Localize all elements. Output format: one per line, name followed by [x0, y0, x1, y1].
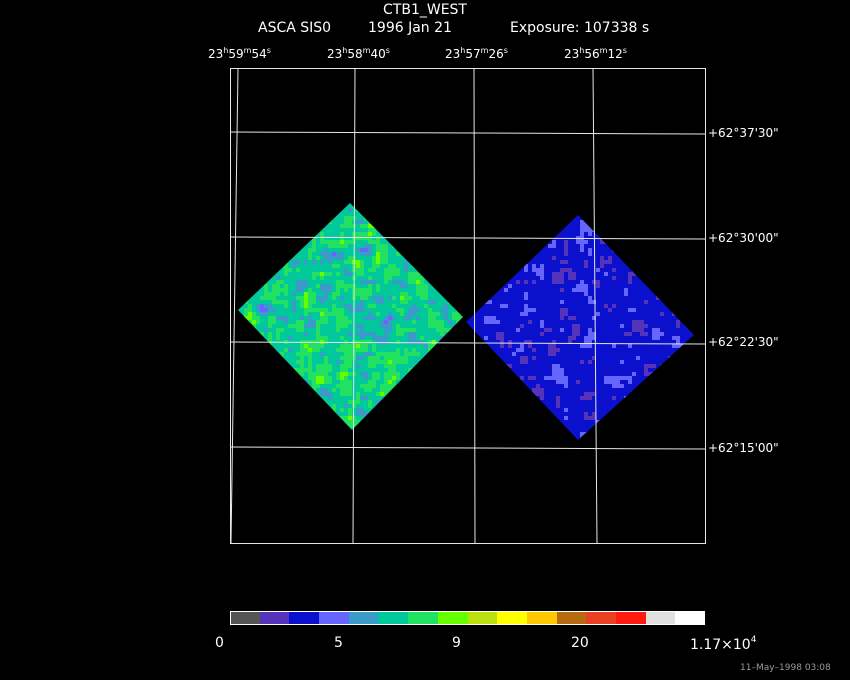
colorbar-swatch	[527, 611, 557, 625]
colorbar-swatch	[675, 611, 705, 625]
dec-grid-line	[230, 446, 706, 450]
ra-grid-line	[230, 68, 239, 544]
image-title: CTB1_WEST	[383, 2, 467, 18]
colorbar-swatch	[349, 611, 378, 625]
colorbar-swatch	[408, 611, 438, 625]
colorbar-swatch	[378, 611, 408, 625]
exposure-label: Exposure: 107338 s	[510, 20, 650, 36]
observation-date: 1996 Jan 21	[368, 20, 452, 36]
colorbar-swatch	[438, 611, 468, 625]
dec-grid-line	[230, 236, 706, 240]
colorbar-tick-label: 20	[571, 635, 589, 651]
colorbar-tick-label: 9	[452, 635, 461, 651]
colorbar-swatch	[557, 611, 586, 625]
colorbar-tick-label: 5	[334, 635, 343, 651]
ra-label: 23h57m26s	[445, 46, 508, 61]
colorbar-swatch	[260, 611, 289, 625]
ra-label: 23h56m12s	[564, 46, 627, 61]
colorbar	[230, 611, 705, 625]
ccd-chip-left	[238, 203, 463, 430]
dec-grid-line	[230, 341, 706, 345]
ra-grid-line	[473, 68, 476, 544]
ra-grid-line	[352, 68, 356, 544]
ra-label: 23h59m54s	[208, 46, 271, 61]
colorbar-swatch	[319, 611, 349, 625]
dec-label: +62°37'30"	[708, 126, 779, 140]
colorbar-swatch	[230, 611, 260, 625]
ra-label: 23h58m40s	[327, 46, 390, 61]
colorbar-swatch	[586, 611, 616, 625]
colorbar-frame	[230, 611, 705, 625]
colorbar-max-label: 1.17×104	[690, 635, 757, 653]
colorbar-swatch	[468, 611, 497, 625]
colorbar-swatch	[497, 611, 527, 625]
colorbar-swatch	[289, 611, 319, 625]
dec-grid-line	[230, 131, 706, 135]
dec-label: +62°22'30"	[708, 335, 779, 349]
colorbar-tick-label: 0	[215, 635, 224, 651]
dec-label: +62°15'00"	[708, 441, 779, 455]
colorbar-swatch	[646, 611, 675, 625]
plot-frame	[230, 68, 706, 544]
colorbar-swatch	[616, 611, 646, 625]
coordinate-grid	[230, 68, 706, 544]
ra-grid-line	[592, 68, 598, 544]
ccd-chip-right	[466, 215, 694, 440]
instrument-label: ASCA SIS0	[258, 20, 332, 36]
dec-label: +62°30'00"	[708, 231, 779, 245]
timestamp: 11–May–1998 03:08	[740, 663, 831, 673]
